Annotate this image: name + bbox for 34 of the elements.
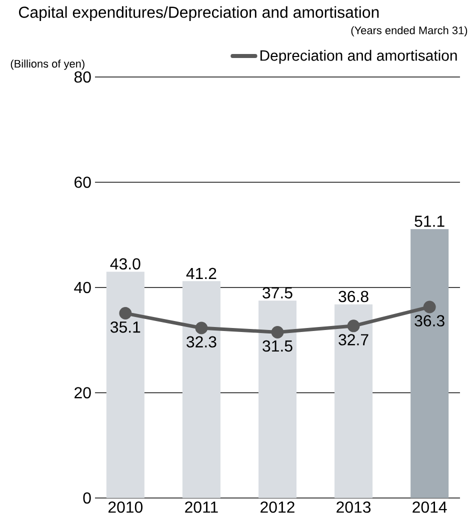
- x-tick-label: 2011: [185, 502, 218, 513]
- data-label: 36.8: [338, 290, 368, 302]
- data-label: 51.1: [414, 216, 444, 227]
- point: [347, 320, 360, 332]
- x-tick-label: 2013: [336, 502, 371, 513]
- x-tick-label: 2014: [412, 502, 447, 513]
- data-label: 31.5: [262, 340, 292, 352]
- legend-label: Depreciation and amortisation: [260, 50, 457, 64]
- bar: [258, 300, 297, 498]
- x-tick-label: 2012: [260, 502, 294, 513]
- point: [423, 300, 436, 314]
- bar: [182, 281, 220, 498]
- data-label: 37.5: [262, 287, 292, 298]
- point: [119, 307, 132, 320]
- point: [195, 322, 208, 334]
- y-axis-title: (Billions of yen): [10, 60, 84, 70]
- text: (Years ended March 31): [351, 26, 468, 36]
- bar: [334, 304, 373, 498]
- point: [271, 326, 284, 338]
- y-tick-label: 40: [74, 282, 91, 294]
- y-tick-label: 60: [74, 176, 91, 188]
- y-tick-label: 20: [74, 387, 91, 398]
- chart-title: Capital expenditures/Depreciation and amortisation: [19, 6, 379, 22]
- data-label: 35.1: [110, 321, 140, 333]
- data-label: 32.7: [338, 334, 368, 346]
- bar: [106, 272, 144, 498]
- data-label: 32.3: [186, 336, 216, 348]
- bar: [410, 229, 449, 498]
- y-tick-label: 0: [83, 492, 91, 504]
- data-label: 36.3: [414, 315, 444, 326]
- data-label: 43.0: [110, 258, 140, 270]
- x-tick-label: 2010: [108, 502, 143, 513]
- data-label: 41.2: [186, 268, 216, 279]
- y-tick-label: 80: [74, 71, 91, 83]
